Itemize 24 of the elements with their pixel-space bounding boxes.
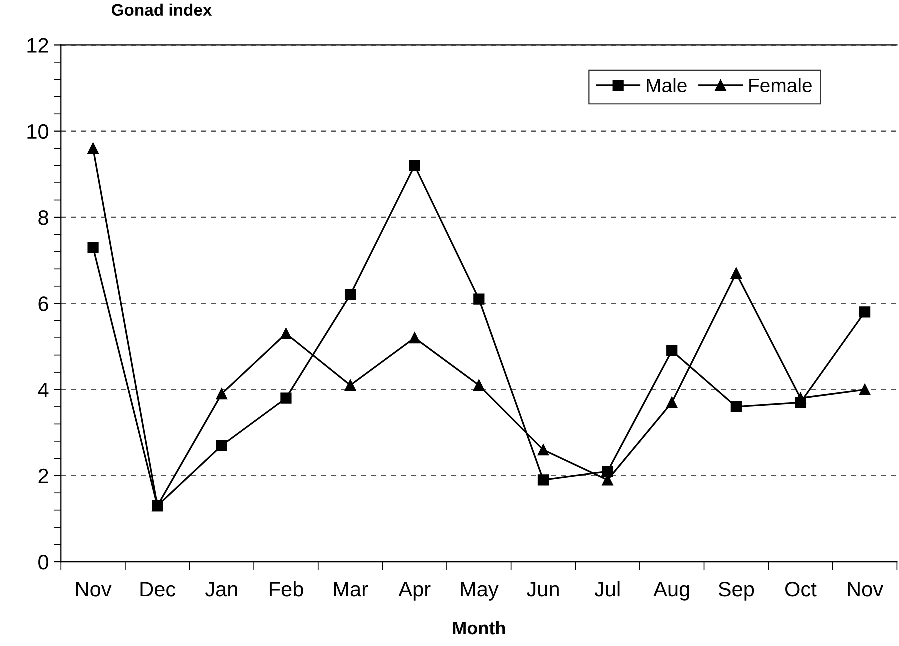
x-tick-label: Jan bbox=[205, 582, 238, 597]
x-tick-label: Feb bbox=[270, 581, 304, 597]
x-tick-label: Apr bbox=[398, 582, 431, 601]
x-tick-label: Jul bbox=[594, 581, 620, 597]
x-tick-label: May bbox=[461, 582, 499, 601]
y-tick-label: 12 bbox=[28, 38, 48, 53]
y-tick-label: 4 bbox=[38, 382, 49, 398]
x-tick-label: Oct bbox=[786, 582, 817, 597]
legend-label: Female bbox=[750, 78, 812, 93]
x-tick-label: Mar bbox=[334, 582, 368, 597]
y-tick-label: 6 bbox=[38, 296, 48, 312]
legend-label: Male bbox=[647, 78, 687, 93]
y-tick-label: 2 bbox=[38, 468, 48, 484]
x-axis-title: Month bbox=[453, 621, 506, 635]
y-tick-label: 0 bbox=[38, 555, 49, 570]
x-tick-label: Jun bbox=[527, 582, 559, 597]
y-tick-label: 10 bbox=[28, 124, 49, 140]
x-tick-label: Aug bbox=[654, 582, 690, 601]
x-tick-label: Sep bbox=[718, 582, 754, 601]
x-tick-label: Nov bbox=[848, 582, 884, 597]
x-tick-label: Dec bbox=[140, 582, 176, 597]
x-tick-label: Nov bbox=[76, 582, 112, 597]
y-axis-title: Gonad index bbox=[112, 4, 212, 16]
y-tick-label: 8 bbox=[38, 210, 48, 226]
